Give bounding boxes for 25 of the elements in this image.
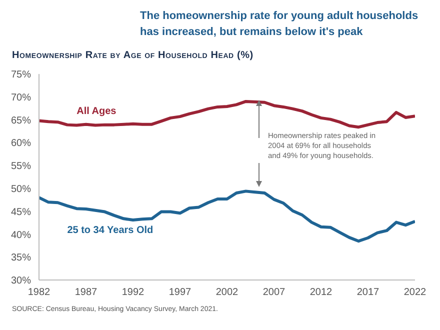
y-tick-label: 60%	[10, 138, 32, 150]
series-label: All Ages	[76, 106, 116, 117]
x-tick-label: 2007	[262, 287, 286, 298]
x-tick-label: 1987	[74, 287, 98, 298]
x-tick-label: 2002	[216, 287, 239, 298]
chart-title: The homeownership rate for young adult households has increased, but remains below it's peak	[140, 9, 420, 40]
y-tick-label: 35%	[10, 252, 32, 264]
x-tick-label: 2017	[356, 287, 380, 298]
y-tick-label: 40%	[10, 230, 32, 241]
y-tick-label: 45%	[10, 206, 32, 218]
y-tick-label: 50%	[10, 184, 32, 195]
x-tick-label: 1982	[28, 287, 51, 298]
x-tick-label: 1992	[122, 287, 145, 298]
x-tick-label: 2022	[404, 287, 427, 298]
y-tick-label: 65%	[10, 115, 32, 126]
x-tick-label: 1997	[168, 287, 192, 298]
series-label: 25 to 34 Years Old	[67, 224, 154, 236]
line-series	[39, 100, 415, 129]
y-tick-label: 55%	[10, 161, 32, 172]
y-tick-label: 30%	[10, 276, 32, 287]
y-tick-label: 75%	[10, 70, 32, 81]
x-tick-label: 2012	[310, 287, 333, 298]
line-series	[39, 190, 415, 243]
y-tick-label: 70%	[10, 92, 32, 104]
chart-subtitle: Homeownership Rate by Age of Household Head (%)	[12, 50, 254, 61]
